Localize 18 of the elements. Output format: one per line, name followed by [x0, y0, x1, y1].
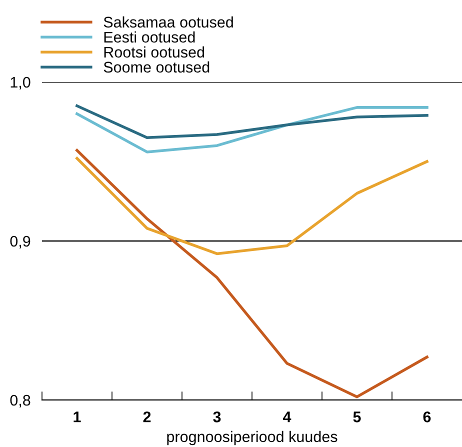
- x-tick-label: 6: [423, 412, 431, 422]
- x-tick-label: 3: [213, 412, 221, 422]
- legend-label: Rootsi ootused: [104, 46, 204, 58]
- line-series: [76, 106, 428, 154]
- y-tick-label: 0,8: [10, 394, 30, 408]
- x-tick-label: 2: [143, 412, 151, 422]
- x-tick-label: 1: [74, 412, 81, 422]
- legend-label: Saksamaa ootused: [104, 16, 233, 28]
- legend-label: Soome ootused: [104, 61, 210, 73]
- y-tick-label: 1,0: [10, 76, 30, 90]
- x-tick-label: 4: [282, 412, 292, 422]
- line-series: [76, 148, 428, 398]
- line-series: [76, 156, 428, 256]
- y-tick-label: 0,9: [10, 236, 30, 248]
- line-series: [76, 104, 428, 140]
- legend-label: Eesti ootused: [104, 31, 195, 43]
- x-axis-title: prognoosiperiood kuudes: [167, 430, 338, 446]
- x-tick-label: 5: [353, 412, 361, 422]
